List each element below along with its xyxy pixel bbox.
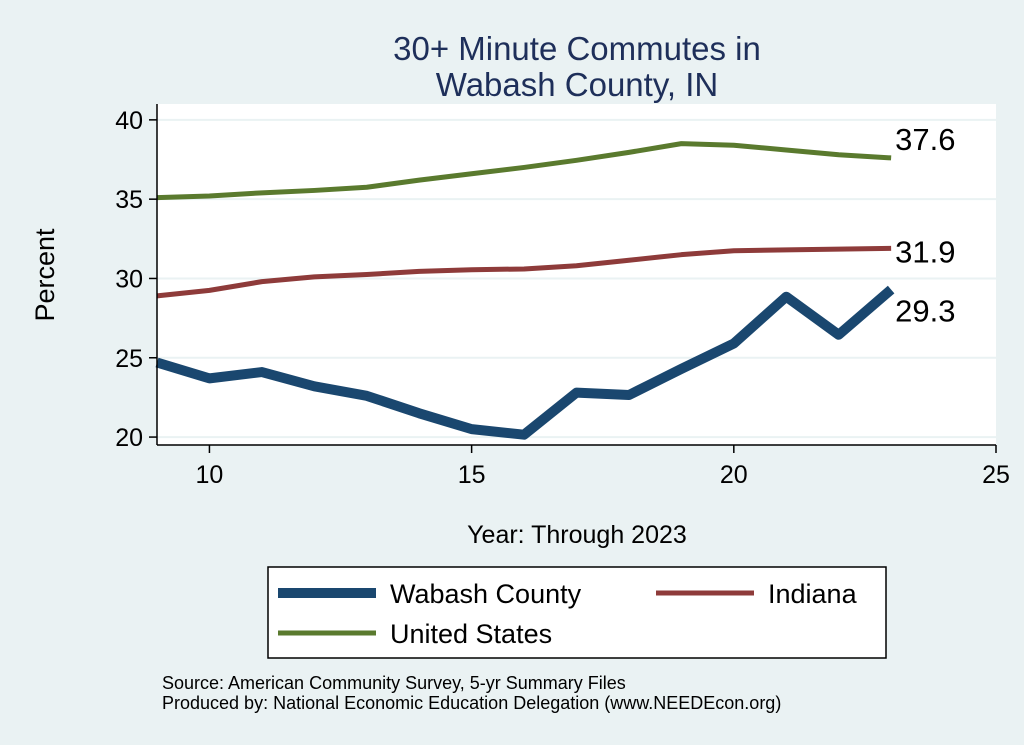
x-tick-label: 20 [720, 461, 748, 489]
legend-label-wabash-county: Wabash County [390, 579, 582, 609]
legend-label-united-states: United States [390, 619, 552, 649]
y-tick-label: 35 [115, 186, 143, 214]
legend-items: Wabash County Indiana United States [278, 579, 858, 649]
series-lines [155, 141, 895, 440]
x-axis-label: Year: Through 2023 [467, 521, 687, 549]
end-value-label-wabash-county: 29.3 [895, 294, 955, 329]
chart-title-line-1: 30+ Minute Commutes in [393, 30, 761, 67]
source-note: Source: American Community Survey, 5-yr … [162, 673, 626, 693]
chart-title-line-2: Wabash County, IN [436, 66, 718, 103]
y-tick-label: 30 [115, 265, 143, 293]
end-labels: 37.6 31.9 29.3 [895, 122, 955, 329]
producer-note: Produced by: National Economic Education… [162, 693, 781, 713]
end-value-label-indiana: 31.9 [895, 234, 955, 269]
end-value-label-united-states: 37.6 [895, 122, 955, 157]
x-ticks: 10 15 20 25 [196, 445, 1010, 489]
y-tick-label: 40 [115, 107, 143, 135]
y-axis-label: Percent [30, 228, 60, 322]
series-line-indiana [156, 245, 892, 299]
series-line-united-states [156, 141, 892, 201]
legend-label-indiana: Indiana [768, 579, 858, 609]
y-tick-label: 25 [115, 345, 143, 373]
x-tick-label: 10 [196, 461, 224, 489]
x-tick-label: 25 [982, 461, 1010, 489]
series-line-wabash-county [155, 285, 895, 440]
y-ticks: 20 25 30 35 40 [115, 107, 157, 452]
y-tick-label: 20 [115, 424, 143, 452]
x-tick-label: 15 [458, 461, 486, 489]
legend [267, 566, 887, 659]
